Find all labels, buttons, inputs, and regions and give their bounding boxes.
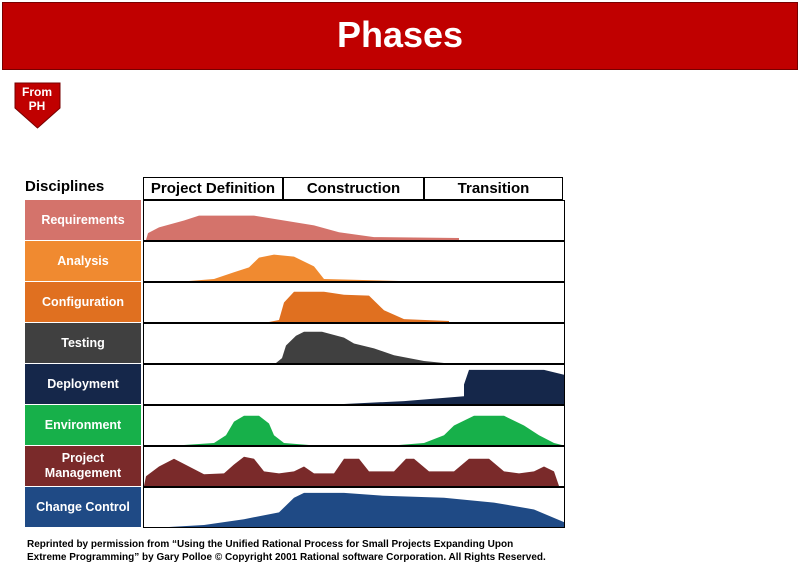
hump xyxy=(189,254,399,281)
footer-line: Extreme Programming” by Gary Polloe © Co… xyxy=(27,552,546,563)
hump xyxy=(169,492,564,527)
activity-plot xyxy=(143,446,565,487)
hump xyxy=(184,415,562,445)
discipline-label: Requirements xyxy=(25,200,141,240)
from-button[interactable] xyxy=(14,82,62,130)
discipline-label: Testing xyxy=(25,323,141,363)
hump-shape xyxy=(184,415,309,445)
discipline-label: Environment xyxy=(25,405,141,445)
phase-header: Transition xyxy=(424,177,563,200)
hump-shape xyxy=(269,291,449,322)
hump-shape xyxy=(344,369,564,404)
from-line[interactable]: PH xyxy=(28,99,46,113)
activity-plot xyxy=(143,487,565,528)
hump xyxy=(144,456,559,486)
footer-line: Reprinted by permission from “Using the … xyxy=(27,539,514,550)
phase-header: Construction xyxy=(283,177,424,200)
hump xyxy=(276,331,444,363)
hump xyxy=(146,215,459,240)
hump-shape xyxy=(169,492,564,527)
hump-shape xyxy=(144,456,559,486)
from-label[interactable]: From PH xyxy=(14,85,60,113)
hump-shape xyxy=(276,331,444,363)
activity-plot xyxy=(143,241,565,282)
discipline-label: Change Control xyxy=(25,487,141,527)
disciplines-header: Disciplines xyxy=(25,178,105,195)
activity-plot xyxy=(143,282,565,323)
phase-header: Project Definition xyxy=(143,177,283,200)
hump-shape xyxy=(189,254,399,281)
activity-plot xyxy=(143,405,565,446)
activity-plot xyxy=(143,323,565,364)
discipline-label: Analysis xyxy=(25,241,141,281)
hump-shape xyxy=(399,415,562,445)
discipline-label: Configuration xyxy=(25,282,141,322)
footer: Reprinted by permission from “Using the … xyxy=(27,538,546,564)
hump-shape xyxy=(146,215,459,240)
hump xyxy=(269,291,449,322)
title-bar: Phases xyxy=(2,2,798,70)
discipline-label: Project Management xyxy=(25,446,141,486)
activity-plot xyxy=(143,364,565,405)
hump xyxy=(344,369,564,404)
discipline-label: Deployment xyxy=(25,364,141,404)
activity-plot xyxy=(143,200,565,241)
from-line[interactable]: From xyxy=(22,85,52,99)
